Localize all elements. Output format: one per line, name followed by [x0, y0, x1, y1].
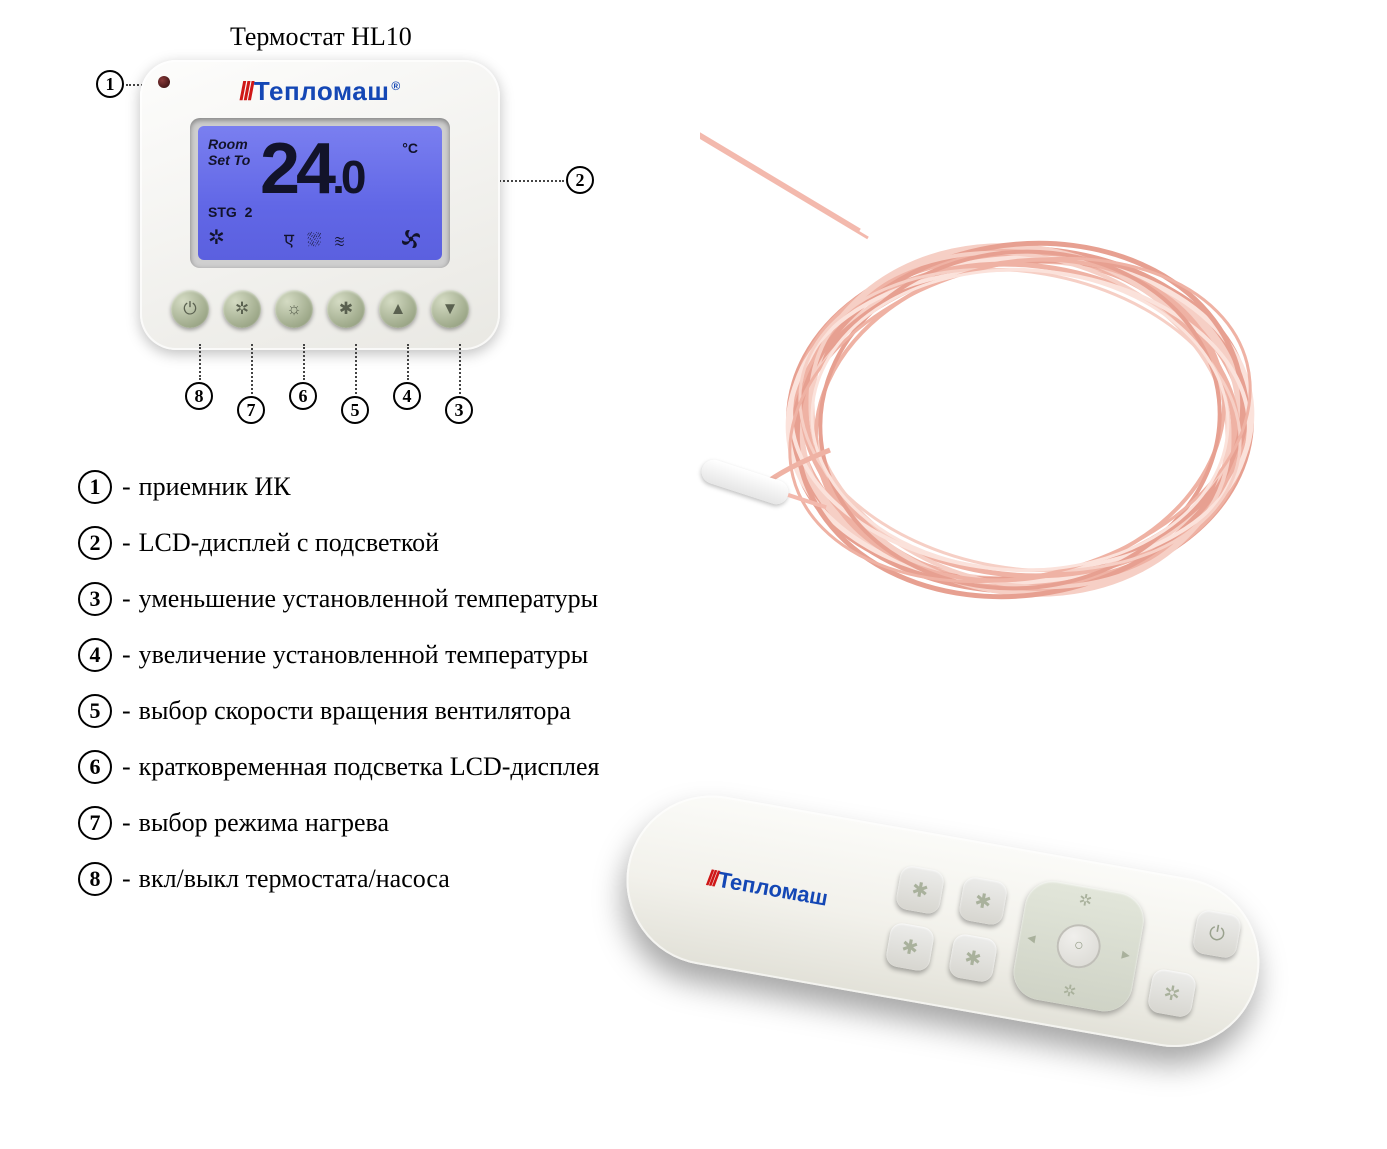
brand-name: Тепломаш [254, 76, 390, 106]
lcd-stg-label: STG [208, 204, 237, 220]
backlight-button[interactable]: ☼ [275, 290, 313, 328]
legend-text-6: кратковременная подсветка LCD-дисплея [139, 754, 600, 780]
legend-item-8: 8-вкл/выкл термостата/насоса [78, 862, 599, 896]
legend-text-5: выбор скорости вращения вентилятора [139, 698, 571, 724]
lcd-fan-icon [398, 226, 424, 252]
lcd-room-label: Room [208, 136, 248, 152]
legend-num-8: 8 [78, 862, 112, 896]
remote-fan-button-c[interactable]: ✱ [958, 875, 1009, 926]
legend-text-7: выбор режима нагрева [139, 810, 389, 836]
lcd-stg: STG 2 [208, 204, 252, 220]
lcd-display: Room Set To °C 24.0 STG 2 ✲ ए ⛆ ≋ [198, 126, 442, 260]
remote-mode-button[interactable]: ✲ [1146, 968, 1197, 1019]
lcd-temp-main: 24 [260, 129, 332, 209]
callout-5: 5 [341, 396, 369, 424]
remote-control: ///Тепломаш ✱ ✱ ✱ ✱ ✲ ✲ ◂ ▸ ○ ✲ ⏻ [597, 782, 1272, 1149]
legend-num-4: 4 [78, 638, 112, 672]
legend-item-6: 6-кратковременная подсветка LCD-дисплея [78, 750, 599, 784]
callout-2: 2 [566, 166, 594, 194]
remote-fan-button-b[interactable]: ✱ [885, 921, 936, 972]
lcd-status-icons: ए ⛆ ≋ [284, 228, 349, 252]
remote-body: ///Тепломаш ✱ ✱ ✱ ✱ ✲ ✲ ◂ ▸ ○ ✲ ⏻ [613, 782, 1273, 1061]
fan-speed-button[interactable]: ✱ [327, 290, 365, 328]
lcd-temp-dec: .0 [332, 151, 362, 203]
leader-7 [251, 344, 253, 394]
brand-logo: ///Тепломаш® [140, 76, 500, 107]
lcd-unit: °C [402, 140, 418, 156]
remote-ok-button[interactable]: ○ [1053, 921, 1104, 972]
device-title: Термостат HL10 [230, 22, 412, 52]
legend-item-1: 1-приемник ИК [78, 470, 599, 504]
lcd-sun-icon: ✲ [208, 225, 225, 250]
lcd-bezel: Room Set To °C 24.0 STG 2 ✲ ए ⛆ ≋ [190, 118, 450, 268]
callout-3: 3 [445, 396, 473, 424]
sensor-wire-coil [700, 120, 1300, 680]
legend-item-4: 4-увеличение установленной температуры [78, 638, 599, 672]
coil-svg [700, 120, 1300, 680]
callout-1: 1 [96, 70, 124, 98]
remote-dpad-left-icon: ◂ [1026, 927, 1037, 948]
legend-num-3: 3 [78, 582, 112, 616]
legend-text-4: увеличение установленной температуры [139, 642, 589, 668]
leader-4 [407, 344, 409, 380]
temp-up-button[interactable]: ▲ [379, 290, 417, 328]
legend-item-2: 2-LCD-дисплей с подсветкой [78, 526, 599, 560]
leader-5 [355, 344, 357, 394]
remote-dpad-down-icon: ✲ [1061, 980, 1078, 1002]
page-root: Термостат HL10 1 2 ///Тепломаш® Room Set… [0, 0, 1387, 1080]
lcd-set-label: Set To [208, 152, 250, 168]
brand-bars-icon: /// [239, 76, 252, 106]
legend-num-6: 6 [78, 750, 112, 784]
lcd-temperature: 24.0 [260, 128, 362, 210]
remote-brand-name: Тепломаш [716, 867, 830, 911]
callout-8: 8 [185, 382, 213, 410]
thermostat-buttons-row: ⏻ ✲ ☼ ✱ ▲ ▼ [140, 290, 500, 328]
legend-num-2: 2 [78, 526, 112, 560]
leader-3 [459, 344, 461, 394]
legend-text-3: уменьшение установленной температуры [139, 586, 598, 612]
leader-8 [199, 344, 201, 380]
legend-num-7: 7 [78, 806, 112, 840]
legend-num-5: 5 [78, 694, 112, 728]
remote-dpad[interactable]: ✲ ✲ ◂ ▸ ○ [1009, 877, 1148, 1016]
legend-num-1: 1 [78, 470, 112, 504]
legend-list: 1-приемник ИК 2-LCD-дисплей с подсветкой… [78, 470, 599, 918]
callout-6: 6 [289, 382, 317, 410]
temp-down-button[interactable]: ▼ [431, 290, 469, 328]
legend-text-8: вкл/выкл термостата/насоса [139, 866, 450, 892]
legend-text-1: приемник ИК [139, 474, 291, 500]
legend-text-2: LCD-дисплей с подсветкой [139, 530, 439, 556]
remote-power-button[interactable]: ⏻ [1191, 909, 1242, 960]
remote-brand-logo: ///Тепломаш [705, 865, 830, 912]
brand-registered: ® [391, 79, 400, 93]
remote-dpad-up-icon: ✲ [1077, 890, 1094, 912]
remote-dpad-right-icon: ▸ [1120, 944, 1131, 965]
thermostat-unit: ///Тепломаш® Room Set To °C 24.0 STG 2 ✲… [140, 60, 500, 350]
lcd-stg-value: 2 [245, 204, 253, 220]
heat-mode-button[interactable]: ✲ [223, 290, 261, 328]
callout-4: 4 [393, 382, 421, 410]
legend-item-3: 3-уменьшение установленной температуры [78, 582, 599, 616]
legend-item-7: 7-выбор режима нагрева [78, 806, 599, 840]
legend-item-5: 5-выбор скорости вращения вентилятора [78, 694, 599, 728]
remote-fan-button-d[interactable]: ✱ [948, 933, 999, 984]
remote-fan-button-a[interactable]: ✱ [895, 864, 946, 915]
leader-6 [303, 344, 305, 380]
callout-7: 7 [237, 396, 265, 424]
power-button[interactable]: ⏻ [171, 290, 209, 328]
